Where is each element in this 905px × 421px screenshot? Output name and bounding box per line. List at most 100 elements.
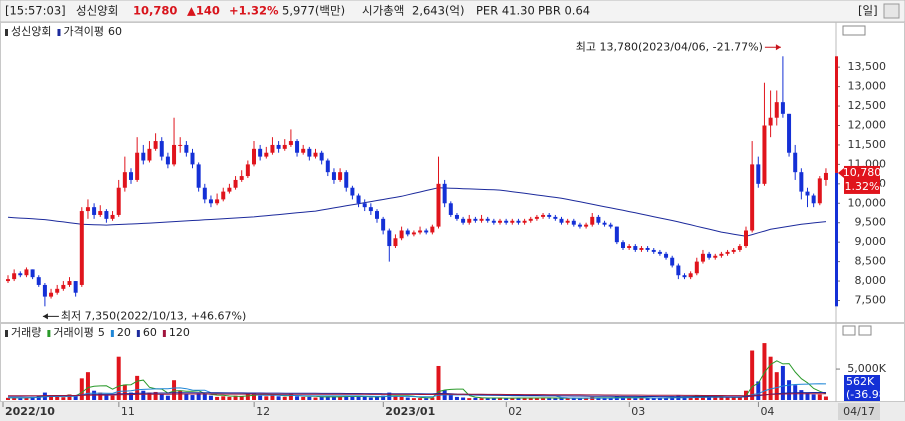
volume-bar — [190, 395, 195, 400]
legend-entry: 20 — [117, 326, 131, 339]
candle-body — [430, 226, 435, 233]
candle-body — [707, 253, 712, 258]
candle-body — [375, 211, 379, 219]
candle-body — [774, 102, 779, 118]
candle-body — [239, 176, 244, 180]
legend-entry: 120 — [169, 326, 190, 339]
header-trade-amount: 5,977(백만) — [282, 4, 345, 18]
volume-bar — [645, 398, 650, 400]
volume-bar — [165, 395, 170, 400]
volume-bar — [762, 343, 767, 400]
volume-bar — [208, 395, 213, 400]
volume-bar — [811, 394, 816, 400]
price-pointer — [838, 167, 844, 178]
candle-body — [498, 220, 502, 223]
candle-body — [633, 246, 638, 250]
candle-body — [227, 187, 232, 192]
volume-bar — [227, 396, 232, 400]
header-name: 성신양회 — [76, 4, 118, 18]
plot-layer: 7,5008,0008,5009,0009,50010,00010,50011,… — [2, 25, 901, 420]
x-tick-label: 11 — [121, 405, 135, 418]
pane-control[interactable] — [858, 325, 872, 336]
candle-body — [270, 144, 275, 153]
candle-body — [368, 207, 373, 212]
volume-bar — [202, 394, 207, 400]
legend-swatch — [110, 330, 114, 337]
header-market-cap: 2,643(억) — [412, 4, 464, 18]
candle-body — [338, 172, 343, 180]
volume-bar — [307, 396, 312, 400]
volume-bar — [375, 396, 379, 400]
volume-bar — [411, 398, 416, 400]
volume-bar — [473, 397, 478, 400]
volume-bar — [252, 392, 256, 400]
candle-body — [67, 281, 72, 285]
volume-bar — [541, 398, 546, 400]
volume-bar — [479, 398, 484, 400]
candle-body — [85, 207, 90, 212]
x-tick-label: 02 — [508, 405, 522, 418]
volume-bar — [196, 393, 201, 400]
candle-body — [522, 220, 527, 223]
volume-bar — [221, 396, 226, 400]
volume-bar — [338, 396, 343, 400]
volume-box-change: (-36.98%) — [846, 388, 901, 401]
candle-body — [356, 195, 361, 204]
candle-body — [541, 214, 546, 217]
volume-bar — [602, 398, 607, 400]
y-tick-label: 7,500 — [855, 294, 887, 307]
last-date-box — [838, 403, 880, 420]
volume-bar — [454, 396, 459, 400]
candle-body — [621, 242, 625, 248]
candle-body — [221, 191, 226, 200]
candle-body — [282, 144, 287, 149]
candle-body — [602, 222, 607, 225]
moving-average-line — [7, 392, 826, 398]
candle-body — [79, 211, 84, 285]
volume-bar — [688, 397, 693, 400]
legend-swatch — [5, 330, 8, 337]
volume-bar — [245, 394, 250, 400]
volume-box — [844, 375, 880, 401]
header-market-cap-label: 시가총액 — [362, 4, 404, 18]
low-annotation: 최저 7,350(2022/10/13, +46.67%) — [61, 309, 246, 322]
candle-body — [731, 249, 736, 252]
candle-body — [528, 218, 533, 221]
volume-bar — [147, 392, 152, 400]
volume-bar — [768, 356, 773, 400]
volume-bar — [633, 398, 638, 400]
candle-body — [362, 203, 367, 208]
pane-control[interactable] — [842, 325, 856, 336]
candle-body — [639, 248, 644, 250]
candle-body — [565, 220, 570, 223]
header-period[interactable]: [일] — [858, 4, 878, 18]
candle-body — [153, 141, 158, 149]
volume-bar — [184, 394, 189, 400]
volume-bar — [719, 397, 724, 400]
volume-bar — [295, 396, 300, 400]
range-down-bar — [835, 172, 838, 307]
candle-body — [485, 218, 490, 221]
legend-label: 거래이평 — [53, 326, 93, 339]
scroll-button[interactable] — [883, 3, 900, 19]
volume-bar — [135, 375, 140, 400]
candle-body — [202, 187, 207, 200]
price-box-value: 10,780 — [843, 166, 882, 179]
legend-entry: 60 — [108, 25, 122, 38]
y-tick-label: 12,500 — [848, 99, 887, 112]
volume-bar — [780, 365, 785, 400]
volume-bar — [18, 398, 23, 400]
header-change: ▲140 — [187, 4, 220, 18]
volume-bar — [36, 396, 41, 400]
candle-body — [325, 160, 330, 173]
volume-bar — [215, 396, 220, 400]
candle-body — [676, 265, 681, 276]
volume-bar — [571, 398, 576, 400]
volume-bar — [565, 397, 570, 400]
candle-body — [780, 102, 785, 114]
candle-body — [744, 230, 748, 247]
x-tick-label: 03 — [631, 405, 645, 418]
candle-body — [405, 230, 410, 235]
price-box-change: (1.32%) — [840, 180, 884, 193]
pane-control[interactable] — [842, 25, 866, 36]
